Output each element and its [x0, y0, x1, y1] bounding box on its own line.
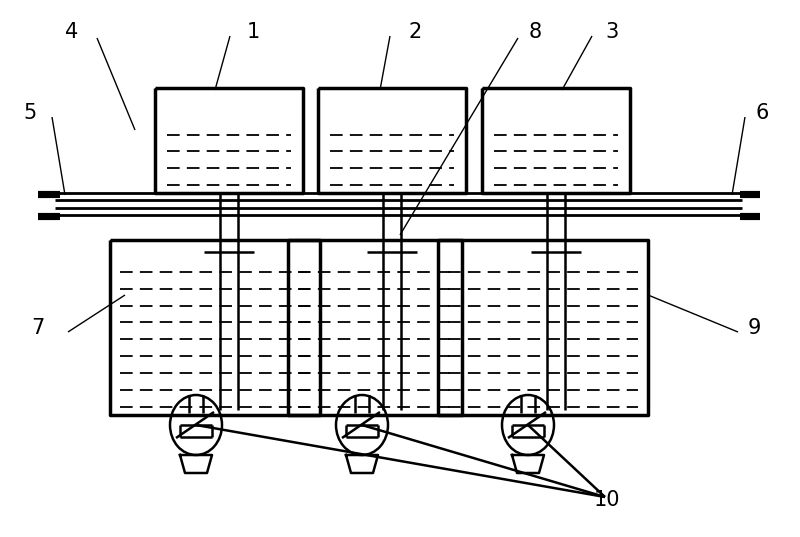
Text: 8: 8: [529, 22, 542, 42]
Text: 6: 6: [755, 103, 769, 123]
Text: 10: 10: [594, 490, 620, 510]
Text: 7: 7: [31, 318, 45, 338]
Text: 3: 3: [606, 22, 618, 42]
Text: 5: 5: [23, 103, 37, 123]
Text: 2: 2: [408, 22, 422, 42]
Text: 4: 4: [66, 22, 78, 42]
Text: 9: 9: [747, 318, 761, 338]
Text: 1: 1: [246, 22, 260, 42]
